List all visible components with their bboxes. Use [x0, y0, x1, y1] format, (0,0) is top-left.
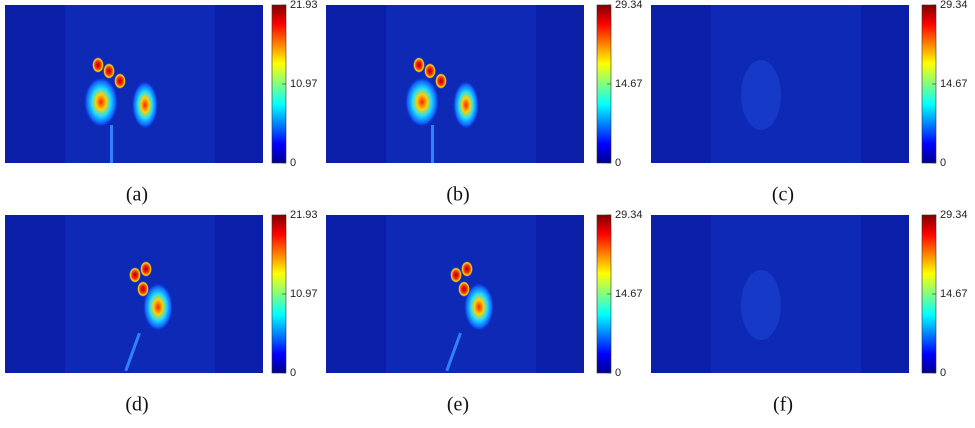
- panel: 21.93 10.97 0 (d): [5, 209, 318, 416]
- panel: 29.34 14.67 0 (e): [326, 209, 643, 416]
- caption: (a): [126, 184, 148, 206]
- colorbar-label: 29.34: [615, 0, 643, 11]
- colorbar-label: 10.97: [290, 78, 318, 90]
- colorbar-label: 14.67: [940, 288, 968, 300]
- colorbar-label: 21.93: [290, 209, 318, 221]
- kidney: [453, 81, 479, 129]
- ureter: [110, 125, 113, 163]
- colorbar-label: 0: [615, 157, 621, 169]
- kidney: [143, 283, 173, 331]
- colorbar-label: 14.67: [940, 78, 968, 90]
- faint-region: [741, 60, 781, 130]
- spot: [114, 73, 126, 89]
- panel: 29.34 14.67 0 (f): [651, 209, 968, 416]
- spot: [458, 281, 470, 297]
- spot: [137, 281, 149, 297]
- ureter: [445, 332, 462, 372]
- kidney: [84, 77, 118, 127]
- colorbar-label: 14.67: [615, 78, 643, 90]
- colorbar-label: 0: [290, 367, 296, 379]
- colorbar-label: 29.34: [940, 209, 968, 221]
- spot: [103, 63, 115, 79]
- faint-region: [741, 270, 781, 340]
- panel: 21.93 10.97 0 (a): [5, 0, 318, 206]
- colorbar-label: 0: [940, 157, 946, 169]
- caption: (c): [772, 184, 794, 206]
- caption: (f): [773, 394, 793, 416]
- spot: [413, 57, 425, 73]
- spot: [140, 261, 152, 277]
- kidney: [132, 81, 158, 129]
- caption: (b): [446, 184, 469, 206]
- spot: [450, 267, 462, 283]
- colorbar-label: 0: [290, 157, 296, 169]
- spot: [92, 57, 104, 73]
- colorbar-label: 0: [615, 367, 621, 379]
- colorbar-label: 0: [940, 367, 946, 379]
- caption: (e): [447, 394, 469, 416]
- colorbar-label: 10.97: [290, 288, 318, 300]
- ureter: [124, 332, 141, 372]
- spot: [435, 73, 447, 89]
- colorbar-label: 29.34: [615, 209, 643, 221]
- colorbar-label: 14.67: [615, 288, 643, 300]
- spot: [424, 63, 436, 79]
- kidney: [405, 77, 439, 127]
- panel: 29.34 14.67 0 (b): [326, 0, 643, 206]
- spot: [129, 267, 141, 283]
- caption: (d): [125, 394, 148, 416]
- colorbar-label: 29.34: [940, 0, 968, 11]
- colorbar-label: 21.93: [290, 0, 318, 11]
- body-region: [711, 5, 861, 163]
- spot: [461, 261, 473, 277]
- ureter: [431, 125, 434, 163]
- kidney: [464, 283, 494, 331]
- body-region: [711, 215, 861, 373]
- panel: 29.34 14.67 0 (c): [651, 0, 968, 206]
